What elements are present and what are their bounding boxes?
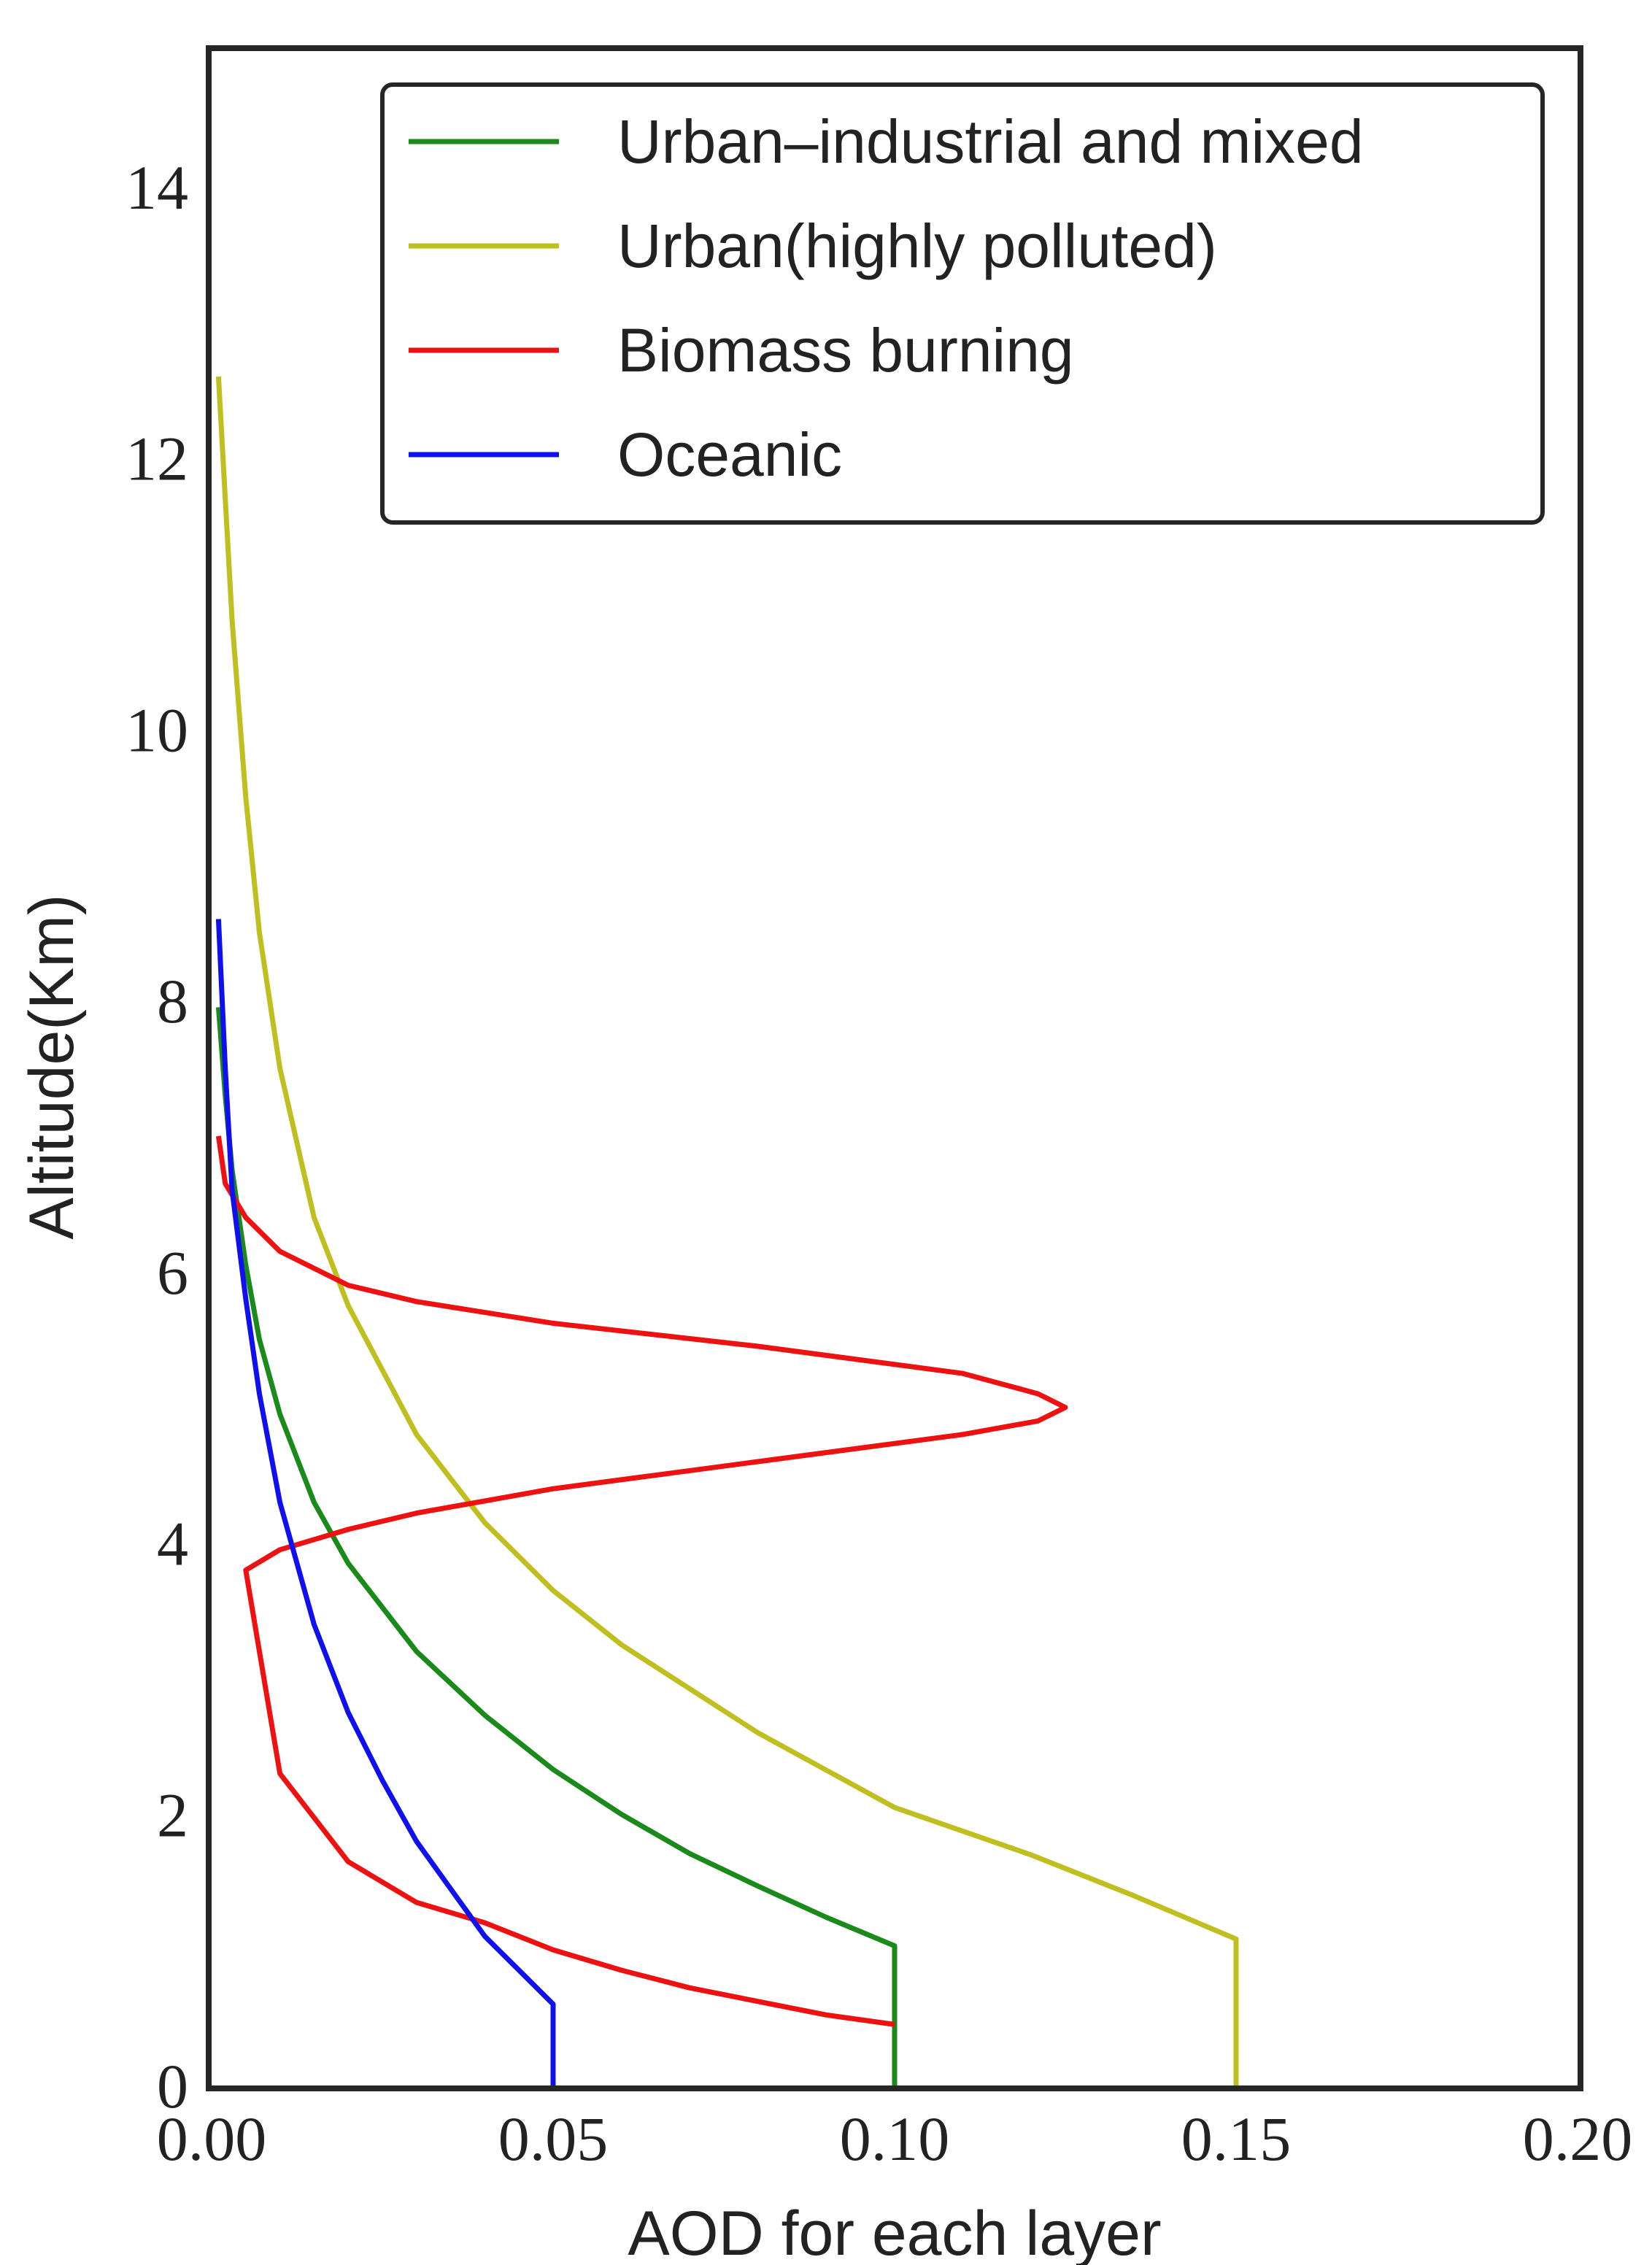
x-axis-title: AOD for each layer (628, 2199, 1161, 2265)
y-tick-label: 14 (126, 153, 188, 223)
plot-frame (206, 45, 1583, 2091)
y-tick-label: 6 (157, 1238, 188, 1308)
y-tick-label: 0 (157, 2051, 188, 2121)
y-tick-labels: 0 2 4 6 8 10 12 14 (126, 153, 188, 2121)
y-tick-label: 8 (157, 966, 188, 1036)
series-line-oceanic (215, 919, 556, 2085)
legend-label-oceanic: Oceanic (617, 420, 842, 489)
y-tick-label: 10 (126, 695, 188, 765)
y-tick-label: 12 (126, 424, 188, 494)
x-tick-labels: 0.00 0.05 0.10 0.15 0.20 (157, 2104, 1633, 2174)
series-line-biomass-burning (215, 1135, 1068, 2027)
y-tick-label: 2 (157, 1780, 188, 1850)
x-tick-label: 0.10 (840, 2104, 950, 2174)
series-layer (215, 376, 1239, 2085)
legend-label-urban-highly-polluted: Urban(highly polluted) (617, 212, 1217, 280)
series-line-urban-highly-polluted (215, 376, 1239, 2085)
y-tick-label: 4 (157, 1509, 188, 1579)
series-line-urban-industrial-and-mixed (215, 1007, 898, 2085)
legend-box (380, 82, 1545, 525)
legend-label-biomass-burning: Biomass burning (617, 316, 1074, 385)
x-tick-label: 0.05 (498, 2104, 609, 2174)
legend: Urban–industrial and mixed Urban(highly p… (380, 82, 1545, 525)
legend-label-urban-industrial-and-mixed: Urban–industrial and mixed (617, 107, 1364, 176)
x-tick-label: 0.15 (1181, 2104, 1292, 2174)
legend-entries: Urban–industrial and mixed Urban(highly p… (409, 107, 1364, 489)
x-tick-label: 0.20 (1523, 2104, 1633, 2174)
y-axis-title: Altitude(Km) (17, 894, 87, 1239)
x-tick-label: 0.00 (157, 2104, 267, 2174)
